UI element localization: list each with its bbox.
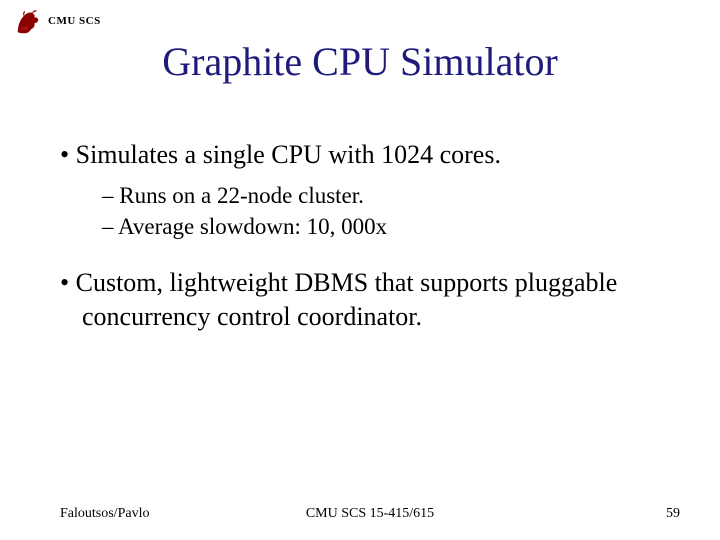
bullet-text: Custom, lightweight DBMS that supports p… bbox=[76, 268, 618, 331]
sub-bullet-text: Runs on a 22-node cluster. bbox=[119, 183, 364, 208]
footer-left: Faloutsos/Pavlo bbox=[60, 506, 149, 522]
bullet-text: Simulates a single CPU with 1024 cores. bbox=[76, 140, 501, 169]
footer-slide-number: 59 bbox=[666, 506, 680, 522]
slide-header: CMU SCS bbox=[14, 6, 101, 36]
sub-bullet-group: Runs on a 22-node cluster. Average slowd… bbox=[60, 180, 680, 242]
footer-center: CMU SCS 15-415/615 bbox=[306, 506, 434, 522]
header-org-label: CMU SCS bbox=[48, 15, 101, 27]
sub-bullet-text: Average slowdown: 10, 000x bbox=[118, 214, 387, 239]
slide-footer: Faloutsos/Pavlo CMU SCS 15-415/615 59 bbox=[60, 506, 680, 522]
sub-bullet-item: Runs on a 22-node cluster. bbox=[102, 180, 680, 211]
sub-bullet-item: Average slowdown: 10, 000x bbox=[102, 211, 680, 242]
slide-content: Simulates a single CPU with 1024 cores. … bbox=[60, 140, 680, 344]
bullet-item: Simulates a single CPU with 1024 cores. bbox=[60, 140, 680, 170]
bullet-item: Custom, lightweight DBMS that supports p… bbox=[60, 266, 680, 334]
slide-title: Graphite CPU Simulator bbox=[0, 38, 720, 85]
cmu-dragon-logo-icon bbox=[14, 6, 42, 36]
